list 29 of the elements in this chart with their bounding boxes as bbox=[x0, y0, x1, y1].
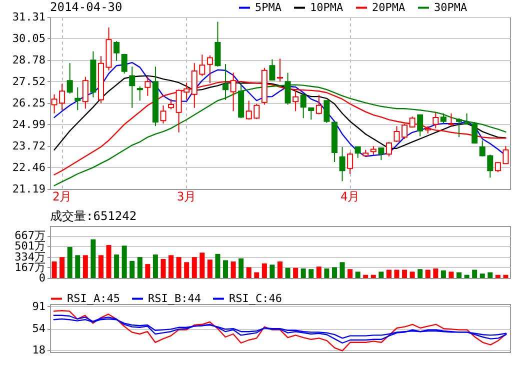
y-tick-label: 23.72 bbox=[12, 140, 46, 152]
legend-label: 20PMA bbox=[372, 0, 406, 14]
y-tick-label: 28.78 bbox=[12, 54, 46, 66]
y-tick-label: 22.46 bbox=[12, 160, 46, 174]
x-tick-label: 2月 bbox=[52, 190, 72, 204]
x-tick-label: 3月 bbox=[176, 190, 196, 204]
x-tick-label: 4月 bbox=[340, 190, 360, 204]
y-tick-label: 30.05 bbox=[12, 32, 46, 45]
legend-label: 30PMA bbox=[434, 0, 468, 14]
chart-title: 2014-04-30 bbox=[50, 0, 122, 14]
y-tick-label: 27.52 bbox=[12, 74, 46, 88]
y-tick-label: 167万 bbox=[14, 260, 46, 274]
legend-label: RSI_B:44 bbox=[148, 292, 202, 305]
y-tick-label: 18 bbox=[32, 344, 46, 357]
y-tick-label: 91 bbox=[32, 300, 46, 313]
legend-label: RSI_C:46 bbox=[229, 292, 282, 305]
y-tick-label: 0 bbox=[38, 272, 46, 284]
y-tick-label: 667万 bbox=[14, 229, 46, 242]
chart-title: 成交量:651242 bbox=[50, 209, 137, 223]
legend-label: 5PMA bbox=[255, 0, 282, 14]
legend-label: 10PMA bbox=[310, 0, 344, 14]
y-tick-label: 26.25 bbox=[12, 96, 46, 110]
y-tick-label: 31.31 bbox=[12, 10, 46, 24]
y-tick-label: 334万 bbox=[14, 250, 46, 264]
y-tick-label: 21.19 bbox=[12, 182, 46, 196]
y-tick-label: 54 bbox=[32, 322, 46, 336]
y-tick-label: 24.99 bbox=[12, 118, 46, 131]
series-label: RSI_A:45 bbox=[67, 292, 120, 305]
y-tick-label: 501万 bbox=[14, 240, 46, 253]
